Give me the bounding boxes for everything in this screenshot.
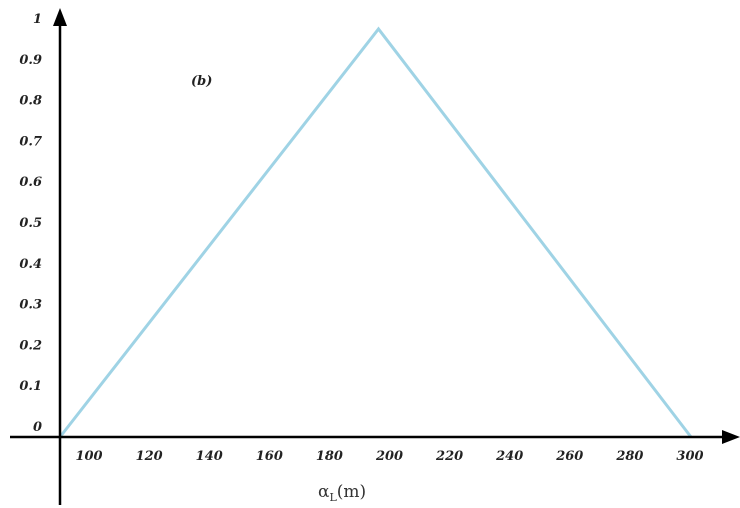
y-tick-label: 1 (33, 12, 42, 27)
series-line (58, 26, 693, 438)
x-tick-label: 260 (555, 449, 583, 464)
y-tick-labels: 0 0.1 0.2 0.3 0.4 0.5 0.6 0.7 0.8 0.9 1 (19, 12, 42, 435)
y-axis-arrow (53, 8, 67, 26)
x-tick-label: 100 (75, 449, 102, 464)
x-axis-label-sub: L (329, 491, 337, 504)
axes (10, 8, 740, 505)
x-tick-label: 140 (196, 449, 223, 464)
x-tick-label: 240 (495, 449, 523, 464)
x-tick-label: 180 (316, 449, 343, 464)
x-axis-arrow (722, 430, 740, 444)
y-tick-label: 0.7 (19, 134, 42, 149)
y-tick-label: 0.5 (19, 216, 42, 231)
x-tick-label: 120 (136, 449, 163, 464)
y-tick-label: 0.2 (19, 338, 42, 353)
x-tick-label: 280 (615, 449, 643, 464)
x-axis-label: αL(m) (318, 482, 366, 504)
x-tick-label: 200 (375, 449, 403, 464)
x-axis-label-unit: (m) (337, 482, 366, 502)
panel-annotation: (b) (191, 74, 212, 89)
y-tick-label: 0.3 (19, 298, 42, 313)
y-tick-label: 0 (33, 420, 42, 435)
y-tick-label: 0.9 (19, 53, 42, 68)
y-tick-label: 0.1 (19, 379, 42, 394)
x-tick-label: 160 (256, 449, 283, 464)
x-tick-labels: 100 120 140 160 180 200 220 240 260 280 300 (75, 449, 703, 464)
x-tick-label: 300 (676, 449, 703, 464)
x-tick-label: 220 (435, 449, 463, 464)
x-axis-label-main: α (318, 482, 330, 502)
y-tick-label: 0.8 (19, 94, 42, 109)
y-tick-label: 0.6 (19, 175, 42, 190)
y-tick-label: 0.4 (19, 257, 42, 272)
